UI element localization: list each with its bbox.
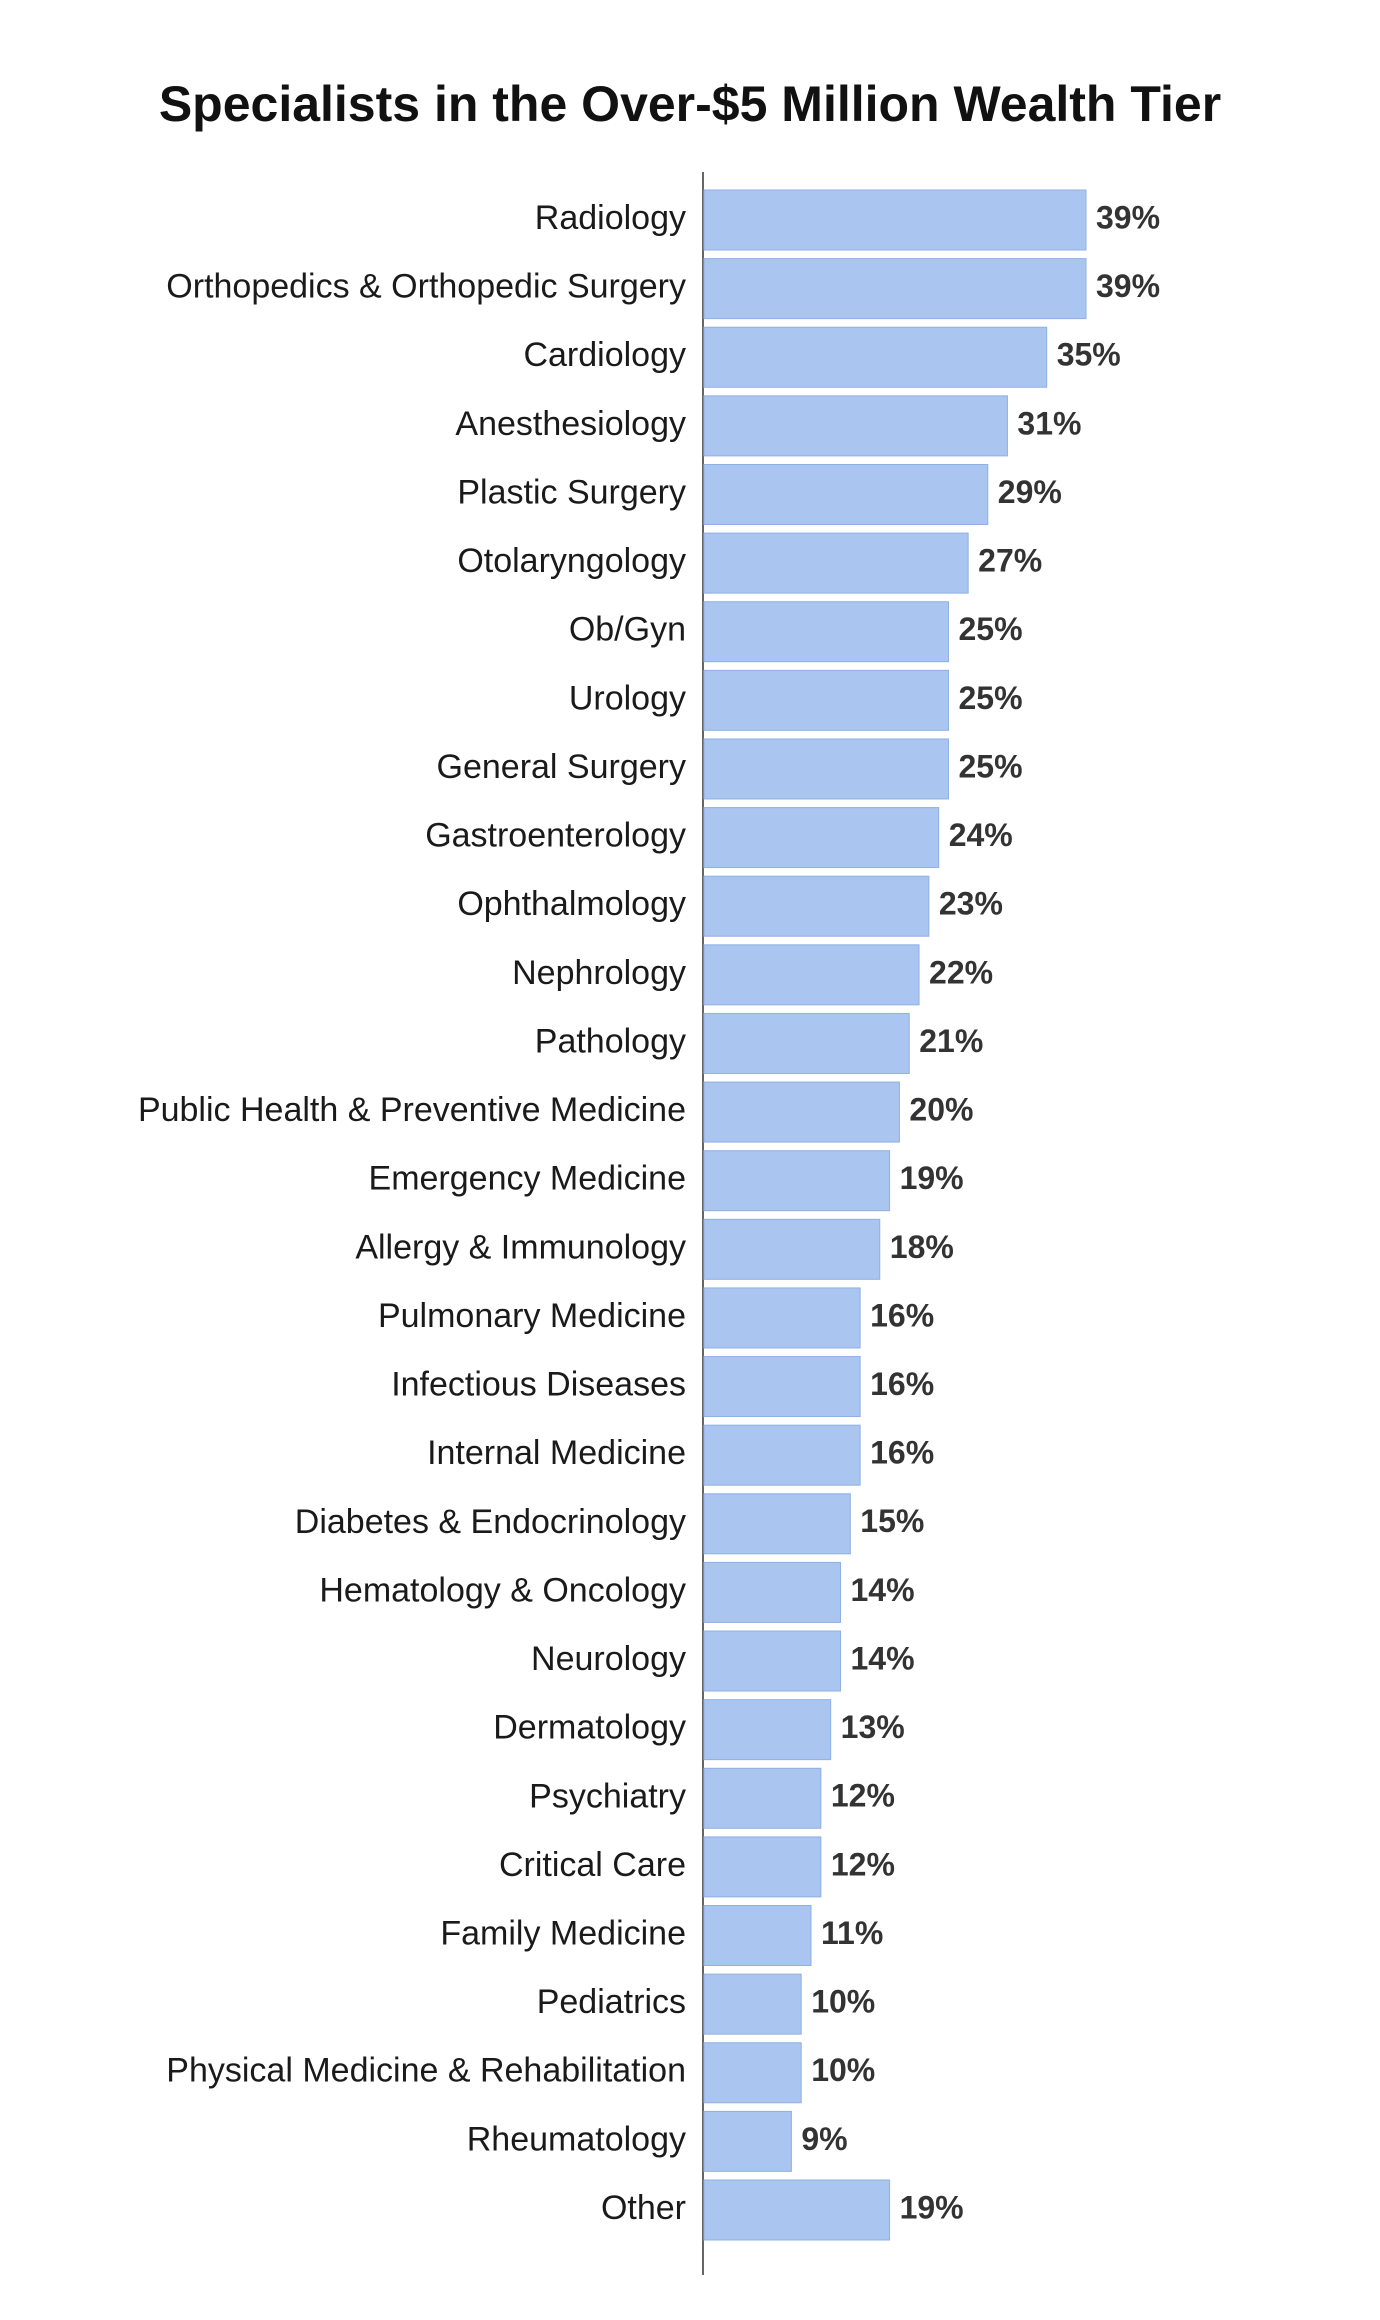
bar	[703, 738, 950, 800]
value-label: 10%	[811, 2052, 875, 2088]
chart-title: Specialists in the Over-$5 Million Wealt…	[159, 76, 1221, 132]
category-label: Emergency Medicine	[369, 1160, 686, 1198]
value-label: 16%	[870, 1366, 934, 1402]
category-label: General Surgery	[437, 748, 686, 786]
bar	[703, 1424, 861, 1486]
value-label: 12%	[831, 1846, 895, 1882]
category-label: Pediatrics	[537, 1983, 686, 2021]
category-label: Cardiology	[523, 336, 686, 374]
bar	[703, 875, 930, 937]
category-label: Urology	[569, 679, 686, 717]
category-label: Diabetes & Endocrinology	[295, 1503, 686, 1541]
bar	[703, 2110, 792, 2172]
value-label: 19%	[900, 1160, 964, 1196]
category-label: Critical Care	[499, 1846, 686, 1884]
bar	[703, 1012, 910, 1074]
category-label: Otolaryngology	[457, 542, 686, 580]
bar	[703, 601, 950, 663]
bar	[703, 189, 1087, 251]
category-label: Internal Medicine	[427, 1434, 686, 1472]
value-label: 23%	[939, 886, 1003, 922]
category-label: Neurology	[531, 1640, 686, 1678]
bar	[703, 1973, 802, 2035]
bar	[703, 1356, 861, 1418]
value-label: 16%	[870, 1297, 934, 1333]
value-label: 18%	[890, 1229, 954, 1265]
bar	[703, 1287, 861, 1349]
bar	[703, 1561, 841, 1623]
bar	[703, 2179, 891, 2241]
bar	[703, 326, 1048, 388]
value-label: 29%	[998, 474, 1062, 510]
bar	[703, 463, 989, 525]
bar	[703, 1081, 900, 1143]
category-label: Pulmonary Medicine	[378, 1297, 686, 1335]
bar	[703, 1493, 851, 1555]
value-label: 35%	[1057, 337, 1121, 373]
value-label: 39%	[1096, 199, 1160, 235]
category-label: Public Health & Preventive Medicine	[138, 1091, 686, 1129]
value-label: 27%	[978, 543, 1042, 579]
bar	[703, 944, 920, 1006]
category-label: Rheumatology	[467, 2120, 686, 2158]
value-label: 19%	[900, 2189, 964, 2225]
value-label: 21%	[919, 1023, 983, 1059]
category-label: Allergy & Immunology	[355, 1228, 686, 1266]
value-label: 14%	[850, 1572, 914, 1608]
category-label: Other	[601, 2189, 686, 2227]
value-label: 15%	[860, 1503, 924, 1539]
category-label: Ophthalmology	[457, 885, 686, 923]
value-label: 31%	[1017, 405, 1081, 441]
bar	[703, 1767, 822, 1829]
bar	[703, 1836, 822, 1898]
bar	[703, 1699, 832, 1761]
category-label: Plastic Surgery	[457, 473, 686, 511]
category-label: Dermatology	[493, 1709, 686, 1747]
bar	[703, 669, 950, 731]
bar	[703, 1150, 891, 1212]
value-label: 22%	[929, 954, 993, 990]
category-label: Family Medicine	[440, 1915, 686, 1953]
value-label: 13%	[841, 1709, 905, 1745]
category-label: Radiology	[535, 199, 686, 237]
bar	[703, 395, 1008, 457]
category-label: Anesthesiology	[455, 405, 686, 443]
value-label: 24%	[949, 817, 1013, 853]
value-label: 39%	[1096, 268, 1160, 304]
value-label: 12%	[831, 1778, 895, 1814]
bar	[703, 258, 1087, 320]
category-label: Physical Medicine & Rehabilitation	[166, 2052, 686, 2090]
bar	[703, 1218, 881, 1280]
bar	[703, 1630, 841, 1692]
category-label: Orthopedics & Orthopedic Surgery	[166, 268, 686, 306]
value-label: 11%	[821, 1915, 883, 1951]
value-label: 14%	[850, 1640, 914, 1676]
value-label: 25%	[959, 611, 1023, 647]
category-label: Ob/Gyn	[569, 611, 686, 649]
value-label: 25%	[959, 748, 1023, 784]
category-label: Psychiatry	[529, 1777, 686, 1815]
value-label: 16%	[870, 1435, 934, 1471]
bar	[703, 807, 940, 869]
bar	[703, 532, 969, 594]
value-label: 10%	[811, 1984, 875, 2020]
bar	[703, 2042, 802, 2104]
category-label: Hematology & Oncology	[319, 1571, 686, 1609]
value-label: 25%	[959, 680, 1023, 716]
category-label: Gastroenterology	[425, 817, 686, 855]
value-label: 20%	[909, 1092, 973, 1128]
category-label: Nephrology	[512, 954, 686, 992]
value-label: 9%	[801, 2121, 847, 2157]
category-label: Infectious Diseases	[391, 1366, 686, 1404]
category-label: Pathology	[535, 1022, 686, 1060]
bar	[703, 1905, 812, 1967]
